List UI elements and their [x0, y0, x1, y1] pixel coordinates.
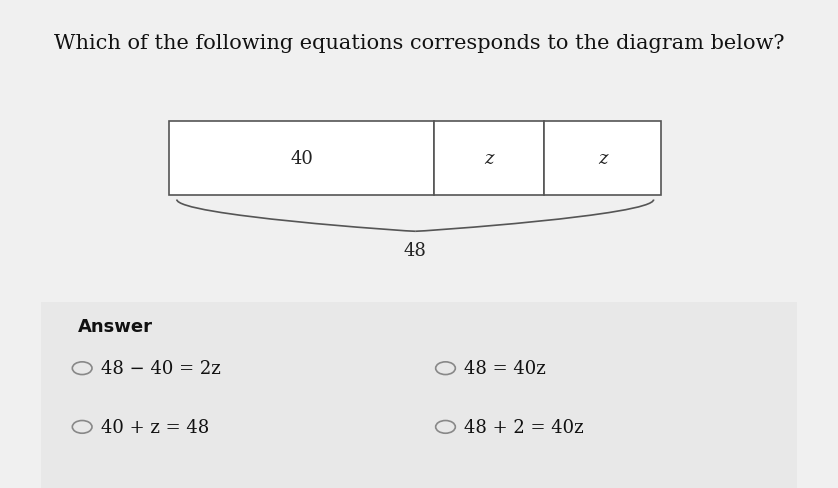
FancyBboxPatch shape — [40, 303, 798, 488]
FancyBboxPatch shape — [169, 122, 434, 195]
FancyBboxPatch shape — [544, 122, 661, 195]
FancyBboxPatch shape — [434, 122, 544, 195]
Text: 40: 40 — [290, 150, 313, 167]
Text: 48 = 40z: 48 = 40z — [464, 360, 546, 377]
Text: 48: 48 — [404, 242, 427, 260]
Text: z: z — [597, 150, 608, 167]
Text: 48 + 2 = 40z: 48 + 2 = 40z — [464, 418, 584, 436]
Text: 48 − 40 = 2z: 48 − 40 = 2z — [101, 360, 221, 377]
Text: Answer: Answer — [79, 317, 153, 335]
Text: z: z — [484, 150, 494, 167]
Text: Which of the following equations corresponds to the diagram below?: Which of the following equations corresp… — [54, 34, 784, 53]
Text: 40 + z = 48: 40 + z = 48 — [101, 418, 210, 436]
